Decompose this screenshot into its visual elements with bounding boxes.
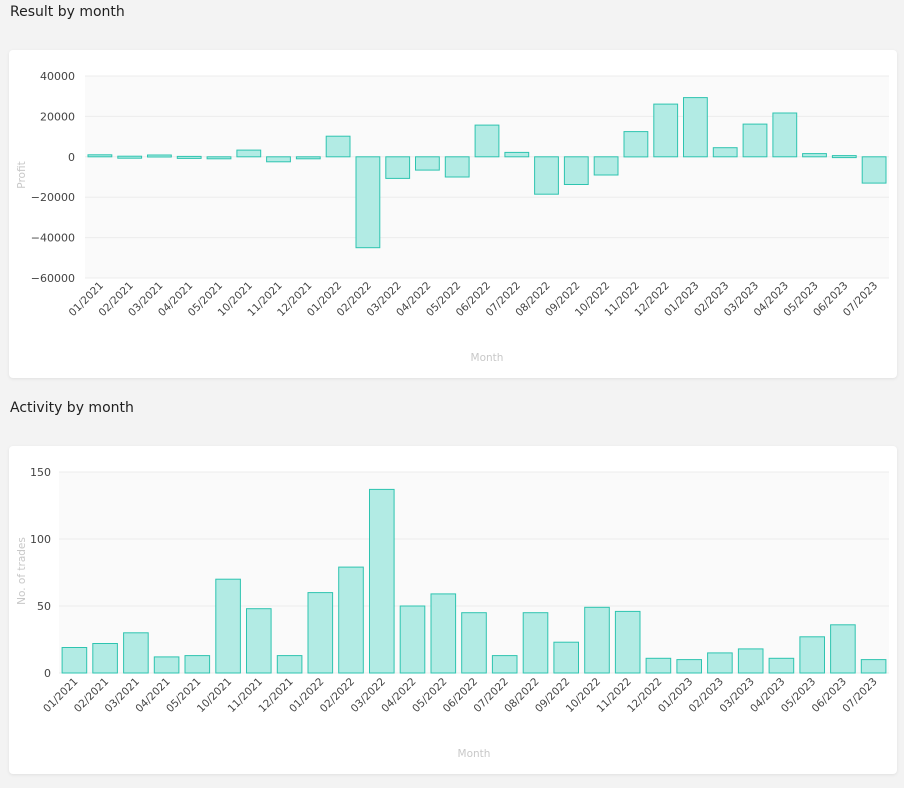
x-axis-title: Month — [471, 352, 504, 364]
result-bar-05-2023[interactable] — [802, 153, 827, 158]
activity-bar-03-2021[interactable] — [123, 632, 149, 674]
result-bar-01-2023[interactable] — [683, 97, 708, 158]
result-bar-11-2021[interactable] — [266, 156, 291, 163]
result-bar-12-2022[interactable] — [653, 103, 679, 158]
result-bar-01-2021[interactable] — [87, 154, 113, 158]
y-tick-label: 0 — [68, 151, 75, 164]
result-bar-01-2022[interactable] — [325, 135, 351, 158]
activity-bar-09-2022[interactable] — [553, 641, 580, 674]
result-bar-06-2023[interactable] — [831, 155, 857, 159]
result-bar-04-2021[interactable] — [176, 155, 202, 159]
activity-bar-03-2022[interactable] — [369, 488, 395, 674]
activity-bar-07-2022[interactable] — [491, 655, 518, 674]
activity-bar-02-2023[interactable] — [707, 652, 733, 674]
activity-bar-05-2022[interactable] — [430, 593, 457, 674]
y-tick-label: 50 — [37, 600, 51, 613]
result-bar-10-2021[interactable] — [236, 149, 262, 158]
result-chart-card: 40000 20000 0 −20000 −40000 −60000 01/2021 02/2… — [9, 50, 897, 378]
activity-bar-11-2022[interactable] — [614, 610, 641, 674]
activity-bar-10-2022[interactable] — [584, 606, 610, 674]
y-axis-title: No. of trades — [16, 537, 28, 605]
result-bar-11-2022[interactable] — [623, 131, 649, 158]
activity-by-month-chart: 15010050001/202102/202103/202104/202105/… — [16, 466, 889, 760]
y-tick-label: 100 — [30, 533, 51, 546]
y-tick-label: 150 — [30, 466, 51, 479]
activity-bar-11-2021[interactable] — [246, 608, 272, 674]
activity-bar-03-2023[interactable] — [737, 648, 764, 674]
activity-bar-12-2021[interactable] — [276, 655, 303, 674]
activity-bar-06-2023[interactable] — [830, 624, 856, 674]
result-bar-09-2022[interactable] — [563, 156, 589, 186]
result-bar-07-2023[interactable] — [861, 156, 887, 184]
activity-bar-02-2021[interactable] — [92, 643, 118, 674]
activity-bar-02-2022[interactable] — [338, 566, 364, 674]
result-bar-02-2021[interactable] — [117, 155, 143, 159]
result-bar-04-2022[interactable] — [415, 156, 440, 171]
activity-chart-card: 150 100 50 0 01/2021 02/2021 03/2021 04/2021 05/… — [9, 446, 897, 774]
result-bar-03-2023[interactable] — [742, 123, 768, 158]
result-by-month-chart: 40000200000−20000−40000−6000001/202102/2… — [16, 70, 889, 364]
activity-bar-08-2022[interactable] — [522, 612, 549, 674]
activity-bar-04-2021[interactable] — [153, 656, 180, 674]
y-tick-label: 0 — [44, 667, 51, 680]
y-tick-label: −60000 — [31, 272, 75, 285]
result-bar-08-2022[interactable] — [534, 156, 559, 195]
y-axis-title: Profit — [16, 161, 28, 188]
activity-bar-05-2023[interactable] — [799, 636, 826, 674]
result-bar-05-2021[interactable] — [206, 156, 232, 160]
result-bar-07-2022[interactable] — [504, 151, 530, 158]
result-by-month-title: Result by month — [10, 4, 125, 20]
activity-bar-07-2023[interactable] — [860, 659, 887, 674]
activity-bar-06-2022[interactable] — [461, 612, 487, 674]
result-bar-05-2022[interactable] — [444, 156, 470, 178]
activity-bar-01-2022[interactable] — [307, 592, 334, 674]
activity-by-month-title: Activity by month — [10, 400, 134, 416]
x-axis-title: Month — [458, 748, 491, 760]
result-bar-10-2022[interactable] — [593, 156, 619, 176]
activity-bar-12-2022[interactable] — [645, 657, 672, 674]
result-bar-04-2023[interactable] — [772, 112, 798, 158]
y-tick-label: 40000 — [40, 70, 75, 83]
activity-bar-04-2023[interactable] — [768, 657, 795, 674]
result-bar-03-2022[interactable] — [385, 156, 411, 179]
activity-bar-04-2022[interactable] — [399, 605, 426, 674]
result-bar-02-2022[interactable] — [355, 156, 381, 249]
y-tick-label: −20000 — [31, 191, 75, 204]
plot-area — [85, 76, 889, 278]
result-bar-12-2021[interactable] — [295, 156, 321, 160]
result-bar-02-2023[interactable] — [712, 147, 738, 158]
activity-bar-01-2023[interactable] — [676, 659, 703, 674]
y-tick-label: −40000 — [31, 232, 75, 245]
activity-bar-05-2021[interactable] — [184, 655, 211, 674]
activity-bar-10-2021[interactable] — [215, 578, 241, 674]
activity-bar-01-2021[interactable] — [61, 647, 88, 674]
result-bar-06-2022[interactable] — [474, 124, 500, 158]
result-bar-03-2021[interactable] — [147, 154, 172, 158]
y-tick-label: 20000 — [40, 110, 75, 123]
